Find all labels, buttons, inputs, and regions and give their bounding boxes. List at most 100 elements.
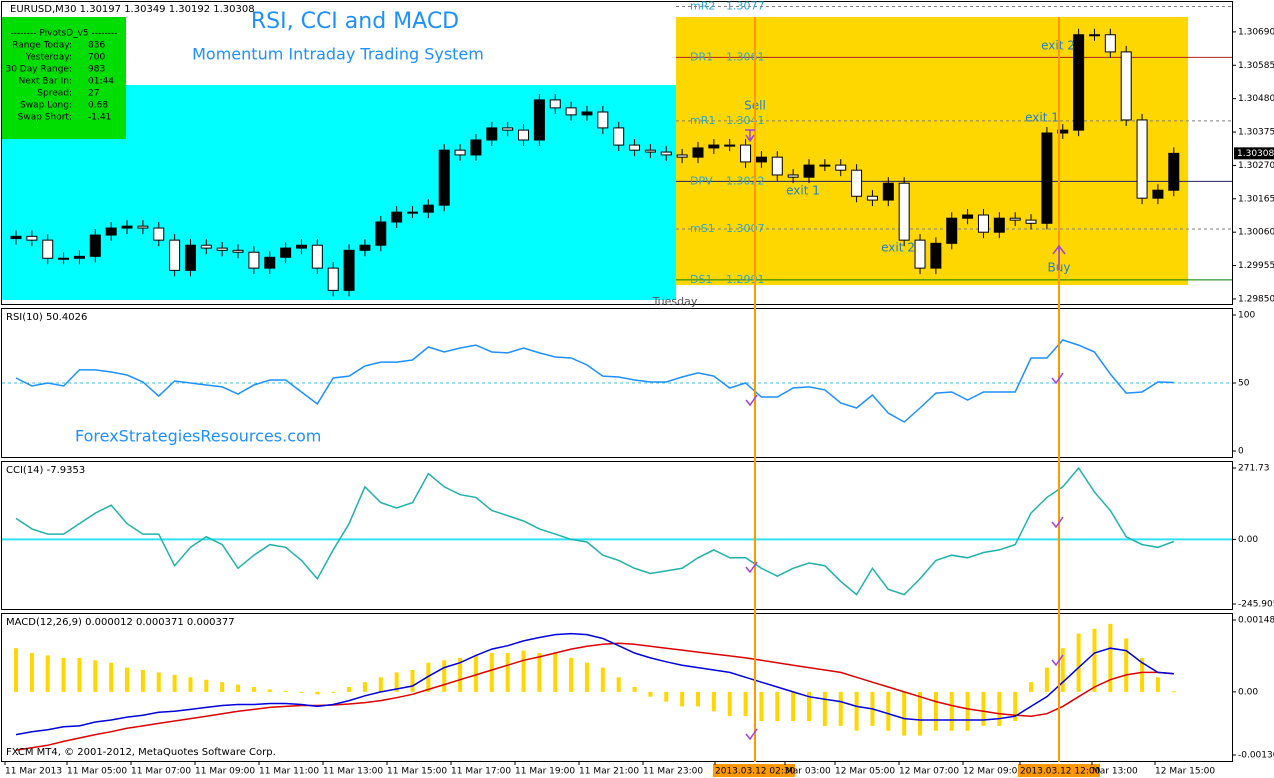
y-tick-label: 1.29955: [1238, 261, 1274, 271]
macd-label: MACD(12,26,9) 0.000012 0.000371 0.000377: [6, 617, 235, 628]
macd-bar: [965, 691, 970, 731]
symbol-header: EURUSD,M30 1.30197 1.30349 1.30192 1.303…: [10, 4, 255, 15]
macd-bar: [426, 662, 431, 692]
y-tick-label: 1.30270: [1238, 161, 1274, 171]
macd-bar: [331, 691, 336, 693]
candle-body: [1025, 219, 1037, 224]
candle-body: [1104, 34, 1116, 53]
info-label: 30 Day Range:: [5, 65, 72, 75]
candle-body: [438, 149, 450, 206]
candle-body: [58, 257, 70, 260]
time-label: 12 Mar 09:00: [963, 767, 1023, 777]
y-tick-label: 0.00: [1238, 535, 1258, 545]
time-label: 2013.03.12 12:00: [1020, 767, 1101, 777]
macd-bar: [838, 691, 843, 726]
macd-bar: [45, 655, 50, 692]
macd-bar: [981, 691, 986, 726]
candle-body: [89, 234, 101, 257]
macd-bar: [156, 672, 161, 692]
macd-bar: [489, 653, 494, 692]
time-label: 11 Mar 15:00: [387, 767, 447, 777]
y-tick-label: 1.29850: [1238, 294, 1274, 304]
macd-bar: [1029, 682, 1034, 692]
candle-body: [486, 127, 498, 141]
candle-body: [1152, 189, 1164, 199]
macd-bar: [109, 662, 114, 692]
macd-bar: [902, 691, 907, 736]
pivot-value: 1.3061: [726, 50, 765, 63]
macd-bar: [933, 691, 938, 731]
candle-body: [977, 214, 989, 233]
candle-body: [327, 267, 339, 291]
candle-body: [930, 242, 942, 269]
candle-body: [26, 235, 38, 241]
macd-bar: [584, 662, 589, 692]
macd-bar: [854, 691, 859, 731]
page-title: RSI, CCI and MACD: [251, 9, 459, 34]
time-label: 2013.03.12 02:30: [715, 767, 796, 777]
macd-bar: [648, 691, 653, 697]
candle-body: [184, 244, 196, 271]
rsi-line: [15, 339, 1174, 423]
y-tick-label: 0: [1238, 447, 1244, 457]
time-label: 12 Mar 05:00: [835, 767, 895, 777]
candle-body: [724, 144, 736, 147]
candle-body: [692, 147, 704, 158]
candle-body: [993, 217, 1005, 233]
macd-bar: [204, 679, 209, 692]
macd-bar: [680, 691, 685, 707]
candle-body: [597, 111, 609, 129]
candle-body: [502, 127, 514, 131]
macd-bar: [759, 691, 764, 722]
signal-arrows: [745, 129, 1066, 741]
macd-bar: [949, 691, 954, 731]
time-label: 11 Mar 11:00: [259, 767, 319, 777]
macd-bar: [299, 691, 304, 693]
candle-body: [343, 249, 355, 291]
macd-bar: [743, 691, 748, 717]
info-label: Yesterday:: [25, 53, 72, 63]
macd-bar: [727, 691, 732, 717]
y-tick-label: 1.30060: [1238, 228, 1274, 238]
time-label: 12 Mar 15:00: [1155, 767, 1215, 777]
macd-bar: [458, 657, 463, 692]
candle-body: [200, 244, 212, 249]
time-label: 11 Mar 23:00: [643, 767, 703, 777]
pivot-value: 1.3022: [726, 174, 765, 187]
candle-body: [454, 149, 466, 156]
candle-body: [803, 164, 815, 178]
y-tick-label: 1.30585: [1238, 61, 1274, 71]
candle-body: [740, 144, 752, 163]
macd-bar: [695, 691, 700, 707]
macd-bar: [886, 691, 891, 731]
macd-bar: [315, 691, 320, 695]
macd-bar: [632, 687, 637, 692]
macd-bar: [378, 677, 383, 692]
candle-body: [391, 211, 403, 223]
macd-bar: [140, 670, 145, 692]
candle-body: [42, 239, 54, 259]
time-label: 11 Mar 07:00: [131, 767, 191, 777]
current-day-box: [676, 17, 1188, 285]
annotation: Tuesday: [652, 295, 698, 308]
candle-body: [375, 221, 387, 246]
info-value: 0.68: [88, 101, 108, 111]
macd-bar: [1108, 623, 1113, 692]
macd-bar: [236, 684, 241, 692]
candle-body: [10, 235, 22, 240]
time-label: Mar 13:00: [1092, 767, 1138, 777]
macd-bar: [775, 691, 780, 722]
candle-body: [1041, 132, 1053, 224]
info-value: 01:44: [88, 77, 114, 87]
macd-bar: [711, 691, 716, 712]
time-label: 12 Mar 07:00: [899, 767, 959, 777]
candle-body: [898, 182, 910, 241]
candle-body: [422, 204, 434, 213]
candle-body: [819, 164, 831, 167]
candle-body: [248, 251, 260, 269]
macd-bar: [521, 650, 526, 692]
y-tick-label: 50: [1238, 379, 1250, 389]
macd-main: [15, 632, 1174, 736]
candle-body: [755, 156, 767, 163]
candle-body: [1088, 34, 1100, 37]
